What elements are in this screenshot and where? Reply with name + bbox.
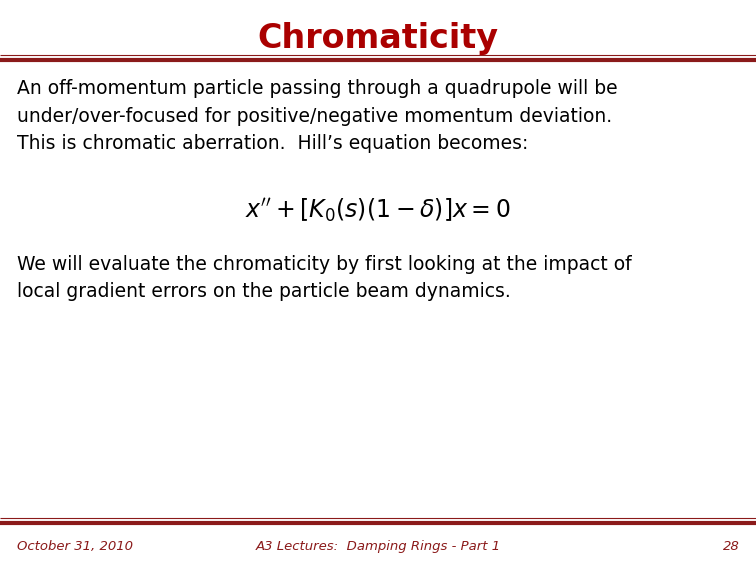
Text: 28: 28 <box>723 540 739 552</box>
Text: A3 Lectures:  Damping Rings - Part 1: A3 Lectures: Damping Rings - Part 1 <box>256 540 500 552</box>
Text: October 31, 2010: October 31, 2010 <box>17 540 132 552</box>
Text: Chromaticity: Chromaticity <box>258 22 498 55</box>
Text: We will evaluate the chromaticity by first looking at the impact of
local gradie: We will evaluate the chromaticity by fir… <box>17 255 631 301</box>
Text: An off-momentum particle passing through a quadrupole will be
under/over-focused: An off-momentum particle passing through… <box>17 79 617 153</box>
Text: $x'' + \left[K_0(s)(1-\delta)\right]x = 0$: $x'' + \left[K_0(s)(1-\delta)\right]x = … <box>245 196 511 224</box>
